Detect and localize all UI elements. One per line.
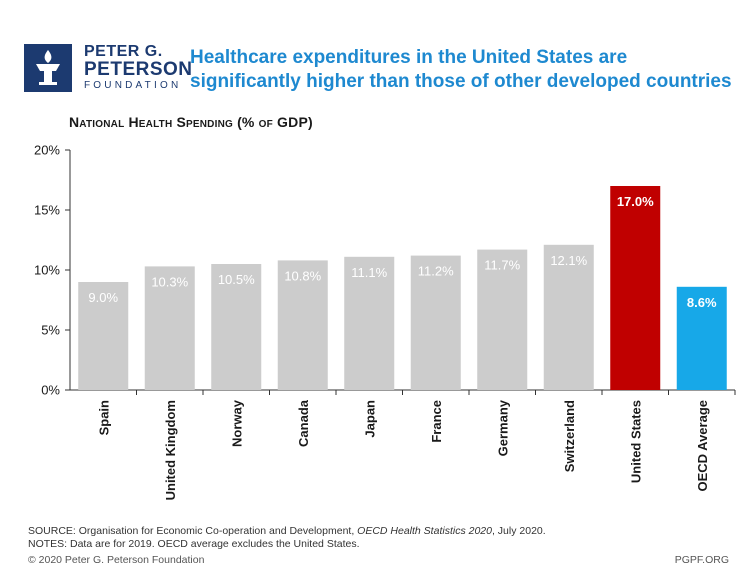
headline-line-2: significantly higher than those of other…	[190, 71, 732, 92]
bar	[144, 266, 195, 390]
footer-notes: SOURCE: Organisation for Economic Co-ope…	[28, 525, 728, 551]
bar	[410, 255, 461, 390]
bar	[277, 260, 328, 390]
x-category-label: Japan	[362, 400, 377, 438]
y-tick-label: 20%	[34, 143, 60, 158]
copyright: © 2020 Peter G. Peterson Foundation	[28, 554, 205, 566]
bar-value-label: 11.7%	[484, 258, 520, 273]
x-category-label: OECD Average	[695, 400, 710, 492]
y-tick-label: 15%	[34, 203, 60, 218]
x-category-label: Switzerland	[562, 400, 577, 472]
bar-value-label: 17.0%	[617, 194, 654, 209]
x-category-label: United Kingdom	[163, 400, 178, 500]
bar-value-label: 10.8%	[284, 268, 321, 283]
bar-value-label: 10.3%	[151, 274, 188, 289]
chart-title: National Health Spending (% of GDP)	[69, 114, 313, 130]
source-note: SOURCE: Organisation for Economic Co-ope…	[28, 525, 728, 538]
y-tick-label: 10%	[34, 263, 60, 278]
bar	[610, 186, 661, 390]
bar	[676, 286, 727, 390]
site-link[interactable]: PGPF.ORG	[674, 554, 729, 566]
logo-line-1: PETER G.	[84, 43, 163, 60]
header: PETER G. PETERSON FOUNDATION Healthcare …	[14, 42, 749, 98]
bar	[211, 264, 262, 390]
source-title: OECD Health Statistics 2020	[357, 525, 492, 537]
logo-line-2: PETERSON	[84, 59, 193, 80]
headline-line-1: Healthcare expenditures in the United St…	[190, 47, 628, 68]
x-category-label: United States	[628, 400, 643, 483]
bar-value-label: 11.2%	[418, 264, 454, 279]
x-category-label: Spain	[96, 400, 111, 435]
y-tick-label: 5%	[41, 323, 60, 338]
x-category-label: Germany	[495, 399, 510, 456]
headline: Healthcare expenditures in the United St…	[190, 46, 749, 94]
x-category-label: Canada	[296, 399, 311, 447]
logo-line-3: FOUNDATION	[84, 80, 182, 91]
y-tick-label: 0%	[41, 383, 60, 398]
bar	[344, 256, 395, 390]
notes-line: NOTES: Data are for 2019. OECD average e…	[28, 538, 360, 550]
torch-logo-icon	[24, 44, 72, 92]
bar	[477, 249, 528, 390]
bar	[543, 244, 594, 390]
source-suffix: , July 2020.	[491, 525, 546, 537]
bar-value-label: 11.1%	[351, 265, 387, 280]
bar-chart: 0% 5% 10% 15% 20% 9.0% Spain 10.3% United Kingdo…	[34, 143, 736, 500]
bar-value-label: 10.5%	[218, 272, 255, 287]
bar	[78, 282, 129, 390]
source-prefix: SOURCE: Organisation for Economic Co-ope…	[28, 525, 358, 537]
x-category-label: Norway	[229, 399, 244, 447]
bar-value-label: 9.0%	[88, 290, 118, 305]
bar-value-label: 8.6%	[687, 295, 717, 310]
foundation-logo-text: PETER G. PETERSON FOUNDATION	[84, 44, 204, 92]
bar-value-label: 12.1%	[550, 253, 587, 268]
x-category-label: France	[429, 400, 444, 443]
